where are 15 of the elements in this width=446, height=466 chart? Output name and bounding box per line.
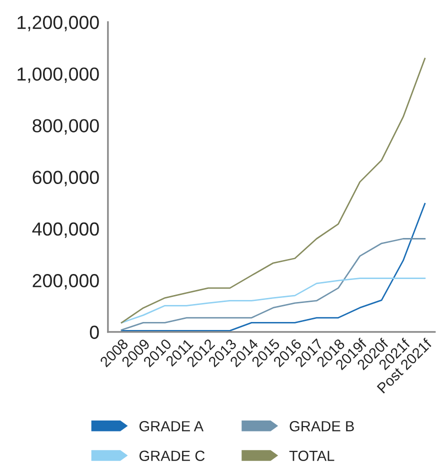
- legend-label: GRADE A: [139, 421, 204, 432]
- y-tick-label: 1,200,000: [18, 16, 99, 32]
- y-tick-label: 600,000: [32, 170, 99, 186]
- legend-label: TOTAL: [289, 450, 334, 462]
- y-tick-label: 800,000: [32, 119, 99, 135]
- y-tick-label: 400,000: [32, 222, 99, 238]
- y-tick-label: 200,000: [32, 274, 99, 290]
- line-series: [120, 202, 426, 332]
- legend-label: GRADE B: [290, 421, 354, 432]
- line-series: [120, 58, 426, 324]
- y-tick-label: 0: [90, 326, 99, 339]
- legend-label: GRADE C: [139, 450, 205, 462]
- line-series: [120, 278, 426, 324]
- line-series: [120, 238, 426, 331]
- y-tick-label: 1,000,000: [18, 67, 99, 83]
